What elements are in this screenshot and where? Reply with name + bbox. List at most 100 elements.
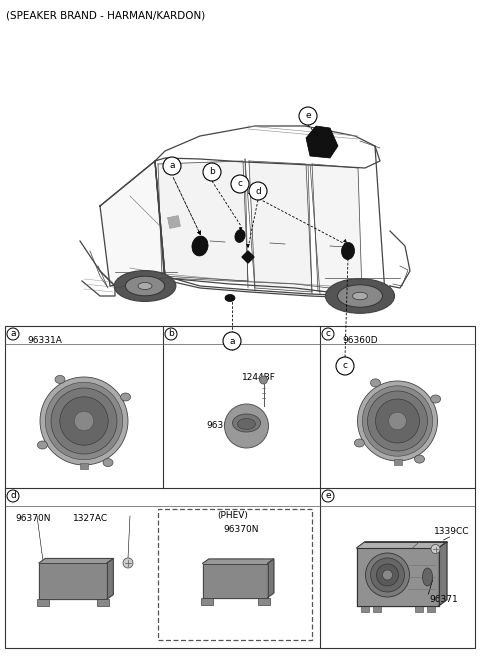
Text: d: d — [10, 491, 16, 501]
Ellipse shape — [125, 276, 165, 296]
Bar — [257, 598, 269, 604]
Text: 96370N: 96370N — [15, 514, 50, 523]
Circle shape — [431, 544, 440, 554]
Polygon shape — [100, 161, 165, 286]
Bar — [39, 563, 107, 599]
Circle shape — [163, 157, 181, 175]
Circle shape — [7, 328, 19, 340]
Ellipse shape — [230, 427, 263, 437]
Polygon shape — [158, 161, 248, 281]
Ellipse shape — [120, 393, 131, 401]
Circle shape — [7, 490, 19, 502]
Polygon shape — [439, 542, 447, 606]
Circle shape — [322, 328, 334, 340]
Circle shape — [231, 175, 249, 193]
Text: c: c — [343, 361, 348, 371]
Ellipse shape — [325, 279, 395, 314]
Ellipse shape — [431, 395, 441, 403]
Polygon shape — [357, 542, 447, 548]
Circle shape — [51, 388, 117, 454]
Text: 96331A: 96331A — [27, 336, 62, 345]
Text: c: c — [238, 180, 242, 188]
Circle shape — [368, 391, 428, 451]
Circle shape — [74, 411, 94, 431]
Ellipse shape — [238, 419, 255, 430]
Text: (SPEAKER BRAND - HARMAN/KARDON): (SPEAKER BRAND - HARMAN/KARDON) — [6, 10, 205, 20]
Ellipse shape — [352, 293, 368, 300]
Ellipse shape — [37, 441, 48, 449]
Ellipse shape — [354, 439, 364, 447]
Polygon shape — [39, 558, 113, 563]
Polygon shape — [306, 126, 338, 158]
Text: 96371: 96371 — [430, 594, 458, 604]
Text: a: a — [169, 161, 175, 171]
Circle shape — [225, 404, 268, 448]
Circle shape — [123, 558, 133, 568]
Circle shape — [389, 412, 406, 430]
Text: e: e — [305, 112, 311, 121]
Ellipse shape — [235, 230, 245, 243]
Ellipse shape — [341, 243, 355, 260]
Ellipse shape — [232, 414, 261, 432]
Polygon shape — [107, 558, 113, 599]
Text: a: a — [10, 329, 16, 338]
Ellipse shape — [225, 295, 235, 302]
Polygon shape — [203, 564, 267, 598]
Circle shape — [260, 376, 267, 384]
Text: 1327AC: 1327AC — [73, 514, 108, 523]
Bar — [394, 459, 401, 465]
Circle shape — [60, 397, 108, 445]
Circle shape — [383, 570, 393, 580]
Polygon shape — [312, 164, 362, 294]
Ellipse shape — [114, 270, 176, 301]
Circle shape — [203, 163, 221, 181]
Circle shape — [371, 558, 405, 592]
Text: 96360U: 96360U — [206, 422, 242, 430]
Circle shape — [358, 381, 437, 461]
Ellipse shape — [371, 379, 381, 387]
Text: b: b — [168, 329, 174, 338]
Circle shape — [322, 490, 334, 502]
Circle shape — [365, 553, 409, 597]
Ellipse shape — [55, 375, 65, 383]
Circle shape — [336, 357, 354, 375]
Text: e: e — [325, 491, 331, 501]
Polygon shape — [242, 251, 254, 263]
Circle shape — [223, 332, 241, 350]
Circle shape — [375, 399, 420, 443]
Text: d: d — [255, 186, 261, 195]
Text: 1244BF: 1244BF — [241, 373, 276, 382]
Circle shape — [376, 564, 398, 586]
Bar — [80, 463, 88, 469]
Polygon shape — [39, 563, 107, 599]
Text: a: a — [229, 337, 235, 346]
Polygon shape — [168, 216, 180, 228]
Text: b: b — [209, 167, 215, 176]
Circle shape — [249, 182, 267, 200]
Ellipse shape — [422, 568, 432, 586]
Bar — [360, 606, 369, 612]
Bar — [97, 599, 109, 606]
Text: 96360D: 96360D — [342, 336, 378, 345]
Polygon shape — [267, 559, 274, 598]
Bar — [5, 326, 475, 648]
Bar — [427, 606, 434, 612]
Ellipse shape — [192, 236, 208, 256]
Text: c: c — [325, 329, 331, 338]
Circle shape — [40, 377, 128, 465]
Circle shape — [362, 386, 432, 456]
Bar — [372, 606, 381, 612]
Text: (PHEV): (PHEV) — [217, 511, 248, 520]
Ellipse shape — [103, 459, 113, 466]
Circle shape — [299, 107, 317, 125]
Polygon shape — [357, 548, 439, 606]
Bar — [415, 606, 422, 612]
Polygon shape — [249, 161, 312, 292]
Circle shape — [165, 328, 177, 340]
Circle shape — [45, 382, 123, 460]
Text: 96370N: 96370N — [223, 525, 259, 534]
Ellipse shape — [138, 283, 152, 289]
Bar — [201, 598, 213, 604]
Ellipse shape — [337, 285, 383, 307]
Ellipse shape — [415, 455, 424, 463]
